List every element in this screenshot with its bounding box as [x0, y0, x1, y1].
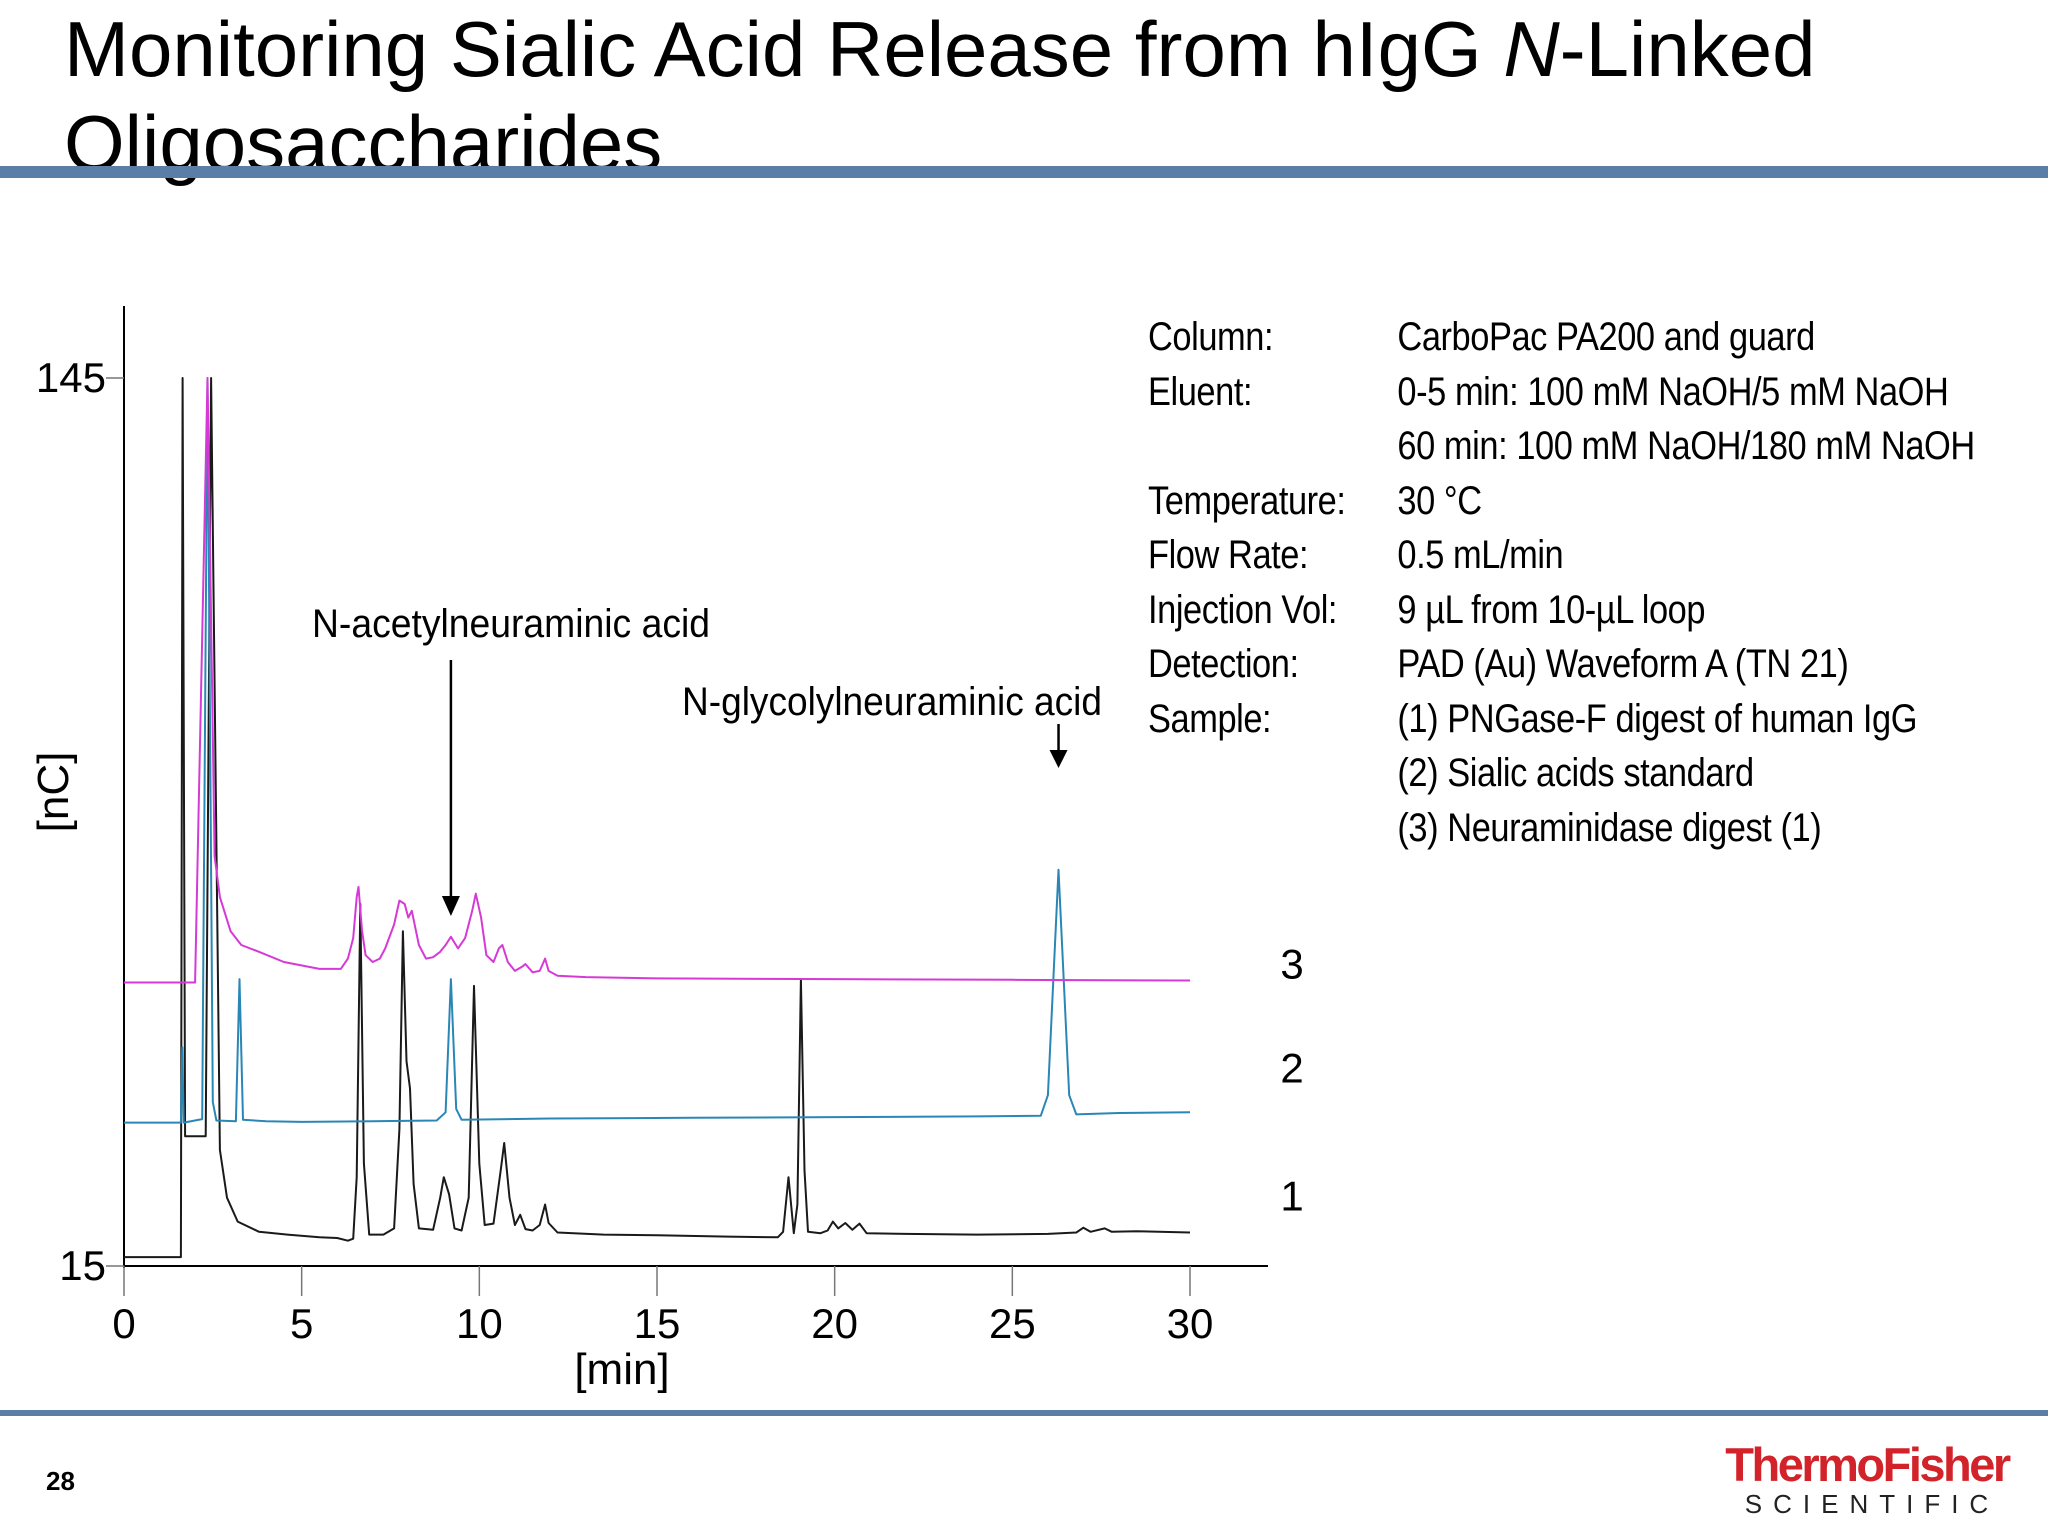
- footer-divider: [0, 1410, 2048, 1416]
- annotation-arrow-neu5ac-head: [441, 896, 460, 916]
- annotation-label-neu5gc: N-glycolylneuraminic acid: [682, 680, 1102, 724]
- thermo-fisher-logo: ThermoFisher SCIENTIFIC: [1722, 1438, 2012, 1519]
- condition-row: Sample: (1) PNGase-F digest of human IgG: [1148, 692, 1922, 747]
- annotation-arrow-neu5gc-head: [1049, 750, 1068, 768]
- condition-label: Eluent:: [1148, 369, 1253, 414]
- x-axis-label: [min]: [574, 1345, 669, 1394]
- chart-series-layer: [124, 377, 1191, 1259]
- condition-value: 0.5 mL/min: [1397, 533, 1564, 577]
- annotation-label-neu5ac: N-acetylneuraminic acid: [312, 602, 710, 646]
- condition-label: [1148, 746, 1397, 801]
- condition-label: [1148, 419, 1397, 474]
- condition-row: Temperature: 30 °C: [1148, 474, 1922, 529]
- condition-row: Eluent: 0-5 min: 100 mM NaOH/5 mM NaOH: [1148, 365, 1949, 420]
- condition-row: Injection Vol: 9 µL from 10-µL loop: [1148, 583, 1922, 638]
- series-line-1: [124, 377, 1191, 1259]
- condition-label: Sample:: [1148, 696, 1272, 741]
- series-line-3: [124, 377, 1191, 984]
- y-tick-label: 15: [59, 1242, 106, 1289]
- x-tick-label: 20: [811, 1300, 858, 1347]
- x-tick-label: 5: [290, 1300, 313, 1347]
- x-tick-label: 10: [456, 1300, 503, 1347]
- chart-axes: 0 5 10 15 20 25 30 15 145 [min] [nC]: [29, 306, 1268, 1394]
- chromatography-conditions: Column: CarboPac PA200 and guard Eluent: 0-…: [1148, 310, 1975, 856]
- condition-row: (2) Sialic acids standard: [1148, 746, 1922, 801]
- series-line-2: [124, 377, 1191, 1124]
- condition-value: (2) Sialic acids standard: [1397, 751, 1754, 795]
- condition-value: 0-5 min: 100 mM NaOH/5 mM NaOH: [1397, 369, 1949, 414]
- x-tick-label: 30: [1167, 1300, 1214, 1347]
- series-label-3: 3: [1280, 940, 1303, 987]
- title-part-1: Monitoring Sialic Acid Release from hIgG: [64, 5, 1504, 93]
- condition-row: 60 min: 100 mM NaOH/180 mM NaOH: [1148, 419, 1975, 474]
- series-label-2: 2: [1280, 1044, 1303, 1091]
- condition-value: 30 °C: [1397, 478, 1482, 523]
- chart-label-layer: 1 2 3 N-acetylneuraminic acid N-glycolylneur…: [312, 602, 1304, 1220]
- y-axis-label: [nC]: [29, 752, 78, 833]
- condition-value: CarboPac PA200 and guard: [1397, 315, 1815, 359]
- title-divider: [0, 166, 2048, 178]
- condition-value: 60 min: 100 mM NaOH/180 mM NaOH: [1397, 424, 1975, 468]
- condition-label: [1148, 801, 1397, 856]
- x-tick-label: 15: [634, 1300, 681, 1347]
- condition-label: Detection:: [1148, 642, 1299, 686]
- condition-value: 9 µL from 10-µL loop: [1397, 587, 1706, 632]
- condition-row: (3) Neuraminidase digest (1): [1148, 801, 1922, 856]
- x-tick-label: 0: [112, 1300, 135, 1347]
- logo-sub-text: SCIENTIFIC: [1744, 1489, 2000, 1519]
- condition-row: Flow Rate: 0.5 mL/min: [1148, 528, 1922, 583]
- condition-label: Flow Rate:: [1148, 533, 1309, 577]
- condition-value: (3) Neuraminidase digest (1): [1397, 805, 1822, 850]
- condition-label: Injection Vol:: [1148, 587, 1338, 632]
- condition-row: Column: CarboPac PA200 and guard: [1148, 310, 1922, 365]
- logo-main-text: ThermoFisher: [1725, 1438, 2011, 1491]
- series-label-1: 1: [1280, 1173, 1303, 1220]
- condition-label: Column:: [1148, 315, 1274, 359]
- condition-label: Temperature:: [1148, 478, 1346, 523]
- x-tick-label: 25: [989, 1300, 1036, 1347]
- condition-row: Detection: PAD (Au) Waveform A (TN 21): [1148, 637, 1922, 692]
- condition-value: (1) PNGase-F digest of human IgG: [1397, 696, 1918, 741]
- title-italic: N: [1503, 5, 1560, 93]
- page-number: 28: [46, 1466, 75, 1496]
- condition-value: PAD (Au) Waveform A (TN 21): [1397, 642, 1849, 686]
- y-tick-label: 145: [36, 354, 106, 401]
